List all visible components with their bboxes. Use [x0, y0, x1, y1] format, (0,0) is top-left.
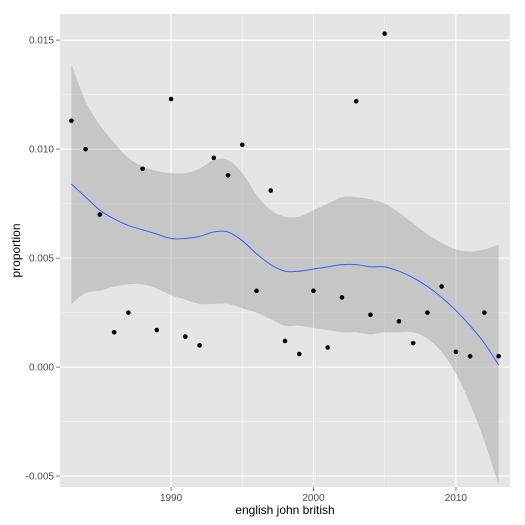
data-point [239, 142, 245, 148]
data-point [97, 212, 103, 217]
data-point [296, 351, 302, 357]
data-point [282, 338, 288, 344]
y-tick-label: -0.005 [26, 472, 55, 483]
major-gridlines [60, 14, 510, 487]
y-tick-label: 0.000 [29, 363, 54, 374]
data-point [311, 288, 316, 294]
data-point [368, 312, 373, 318]
data-point [482, 310, 487, 315]
data-point [154, 327, 160, 333]
y-tick-label: 0.010 [29, 145, 54, 156]
plot-panel [60, 14, 510, 487]
y-tick-label: 0.015 [29, 36, 54, 47]
data-point [439, 284, 444, 289]
x-tick-label: 2010 [445, 493, 468, 504]
x-axis-ticks: 1990 2000 2010 [160, 487, 467, 504]
x-tick-label: 2000 [302, 493, 325, 504]
data-point [410, 340, 416, 346]
data-point [254, 288, 259, 294]
confidence-band [71, 64, 499, 485]
data-point [325, 345, 331, 350]
data-point [183, 334, 188, 339]
data-point [197, 343, 202, 348]
y-axis-ticks: -0.005 0.000 0.005 0.010 0.015 [26, 36, 60, 483]
smooth-trend-line [71, 183, 500, 366]
data-point [467, 353, 473, 359]
data-point [83, 146, 88, 152]
data-point [69, 118, 74, 124]
y-axis-title: proportion [9, 223, 23, 277]
x-tick-label: 1990 [160, 493, 183, 504]
x-axis-title: english john british [235, 503, 334, 517]
minor-gridlines [60, 14, 510, 487]
data-point [425, 310, 430, 315]
y-tick-label: 0.005 [29, 254, 54, 265]
data-point [126, 310, 131, 315]
data-point [111, 329, 117, 335]
data-point [168, 96, 174, 102]
data-point [339, 295, 345, 300]
data-points [69, 31, 501, 359]
data-point [496, 353, 501, 359]
data-point [453, 349, 459, 355]
data-point [211, 155, 217, 161]
data-point [268, 188, 274, 193]
data-point [140, 166, 145, 172]
data-point [396, 319, 402, 324]
data-point [382, 31, 387, 36]
data-point [225, 172, 231, 178]
data-point [353, 98, 359, 104]
